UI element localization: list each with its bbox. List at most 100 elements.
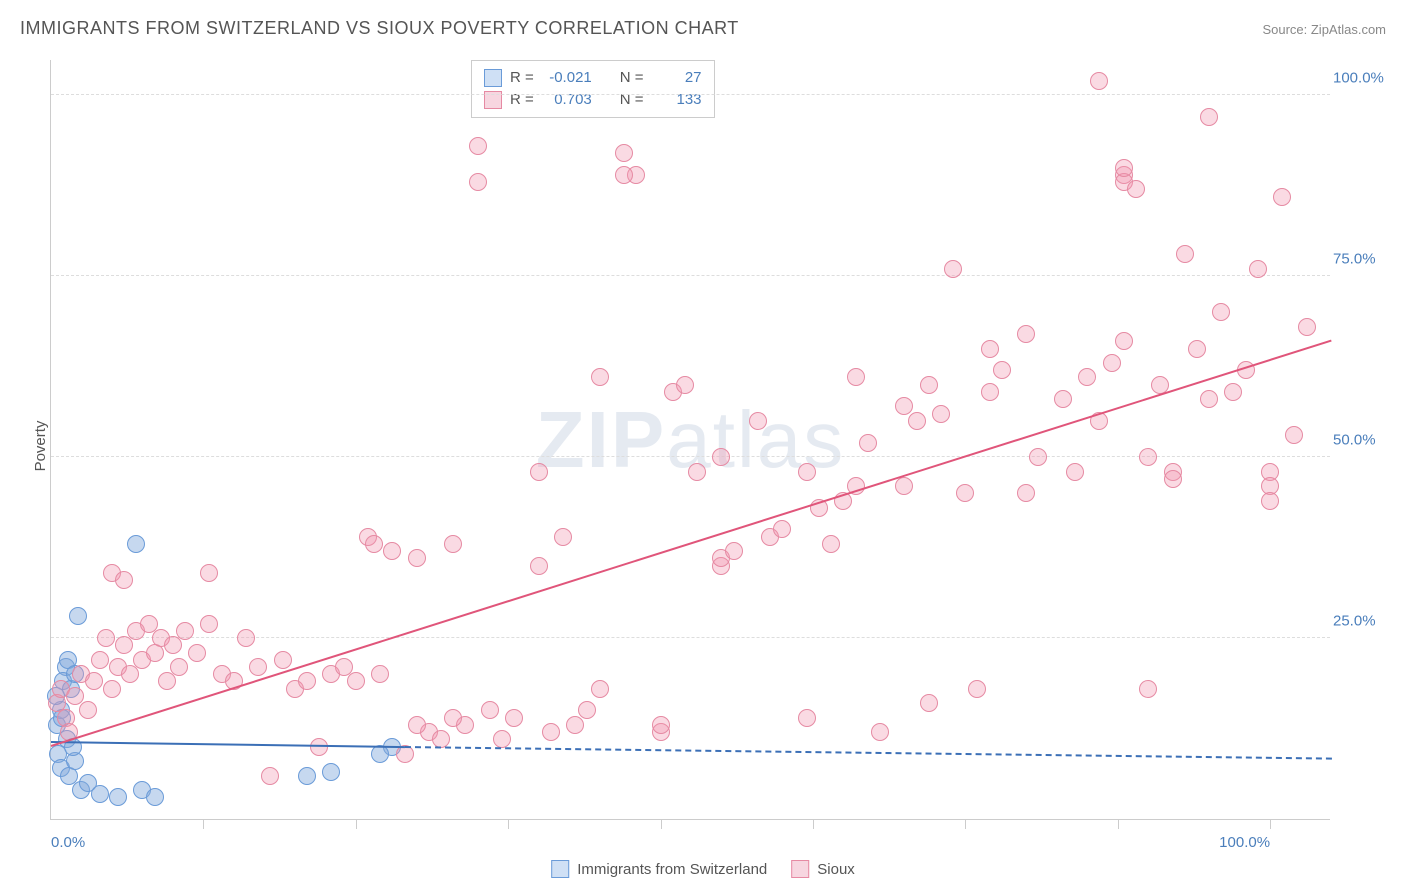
trend-line [405,746,1331,760]
scatter-point-sioux [566,716,584,734]
scatter-point-sioux [981,340,999,358]
scatter-point-swiss [91,785,109,803]
scatter-point-sioux [1273,188,1291,206]
scatter-point-sioux [469,173,487,191]
scatter-point-sioux [115,571,133,589]
scatter-point-sioux [237,629,255,647]
series-legend-item-swiss: Immigrants from Switzerland [551,860,767,878]
scatter-point-sioux [408,716,426,734]
corr-n-label: N = [620,89,644,111]
correlation-legend-box: R =-0.021N =27R =0.703N =133 [471,60,715,118]
scatter-point-sioux [956,484,974,502]
scatter-point-sioux [981,383,999,401]
corr-n-value: 133 [652,89,702,111]
scatter-point-sioux [91,651,109,669]
scatter-point-sioux [97,629,115,647]
corr-n-value: 27 [652,67,702,89]
scatter-point-sioux [615,144,633,162]
scatter-point-sioux [895,477,913,495]
scatter-point-sioux [121,665,139,683]
scatter-point-swiss [298,767,316,785]
scatter-point-sioux [725,542,743,560]
x-tick-label: 100.0% [1219,834,1270,851]
scatter-point-sioux [932,405,950,423]
scatter-point-sioux [1224,383,1242,401]
scatter-point-sioux [249,658,267,676]
scatter-point-sioux [968,680,986,698]
legend-swatch [791,860,809,878]
scatter-point-sioux [530,463,548,481]
scatter-point-swiss [322,763,340,781]
scatter-point-swiss [109,788,127,806]
scatter-point-sioux [176,622,194,640]
scatter-point-sioux [383,542,401,560]
y-tick-label: 25.0% [1333,613,1388,630]
x-tick-mark [661,819,662,829]
source-attribution: Source: ZipAtlas.com [1262,22,1386,37]
scatter-point-sioux [908,412,926,430]
scatter-point-sioux [1188,340,1206,358]
scatter-point-sioux [712,448,730,466]
scatter-point-sioux [920,376,938,394]
scatter-point-swiss [127,535,145,553]
correlation-row-sioux: R = 0.703 N = 133 [484,89,702,111]
scatter-point-sioux [1261,492,1279,510]
gridline [51,275,1330,276]
scatter-point-sioux [1078,368,1096,386]
corr-r-value: 0.703 [542,89,592,111]
legend-swatch [551,860,569,878]
scatter-point-sioux [115,636,133,654]
scatter-point-swiss [146,788,164,806]
scatter-point-sioux [1054,390,1072,408]
scatter-point-sioux [798,463,816,481]
scatter-point-sioux [444,535,462,553]
scatter-point-sioux [652,716,670,734]
scatter-point-sioux [676,376,694,394]
scatter-point-sioux [170,658,188,676]
watermark-bold: ZIP [536,395,666,484]
scatter-point-sioux [481,701,499,719]
scatter-point-sioux [1103,354,1121,372]
gridline [51,456,1330,457]
scatter-point-sioux [688,463,706,481]
scatter-point-sioux [1249,260,1267,278]
trend-line [51,741,405,748]
x-tick-mark [508,819,509,829]
scatter-point-sioux [79,701,97,719]
scatter-point-sioux [859,434,877,452]
plot-area: ZIPatlas R =-0.021N =27R =0.703N =133 25… [50,60,1330,820]
scatter-point-sioux [822,535,840,553]
x-tick-mark [965,819,966,829]
scatter-point-sioux [993,361,1011,379]
corr-r-label: R = [510,89,534,111]
scatter-point-sioux [298,672,316,690]
scatter-point-sioux [1285,426,1303,444]
scatter-point-sioux [1298,318,1316,336]
scatter-point-sioux [798,709,816,727]
x-tick-mark [203,819,204,829]
scatter-point-sioux [1139,448,1157,466]
correlation-row-swiss: R =-0.021N =27 [484,67,702,89]
scatter-point-sioux [200,564,218,582]
corr-r-label: R = [510,67,534,89]
scatter-point-sioux [591,368,609,386]
scatter-point-sioux [371,665,389,683]
scatter-point-sioux [1164,470,1182,488]
scatter-point-sioux [347,672,365,690]
scatter-point-sioux [944,260,962,278]
scatter-point-sioux [1017,484,1035,502]
scatter-point-sioux [847,368,865,386]
scatter-point-sioux [542,723,560,741]
scatter-point-sioux [261,767,279,785]
corr-n-label: N = [620,67,644,89]
chart-container: IMMIGRANTS FROM SWITZERLAND VS SIOUX POV… [0,0,1406,892]
legend-swatch [484,69,502,87]
scatter-point-sioux [188,644,206,662]
scatter-point-sioux [103,680,121,698]
scatter-point-sioux [164,636,182,654]
x-tick-mark [1118,819,1119,829]
scatter-point-sioux [1127,180,1145,198]
scatter-point-sioux [1115,332,1133,350]
scatter-point-sioux [158,672,176,690]
scatter-point-sioux [85,672,103,690]
